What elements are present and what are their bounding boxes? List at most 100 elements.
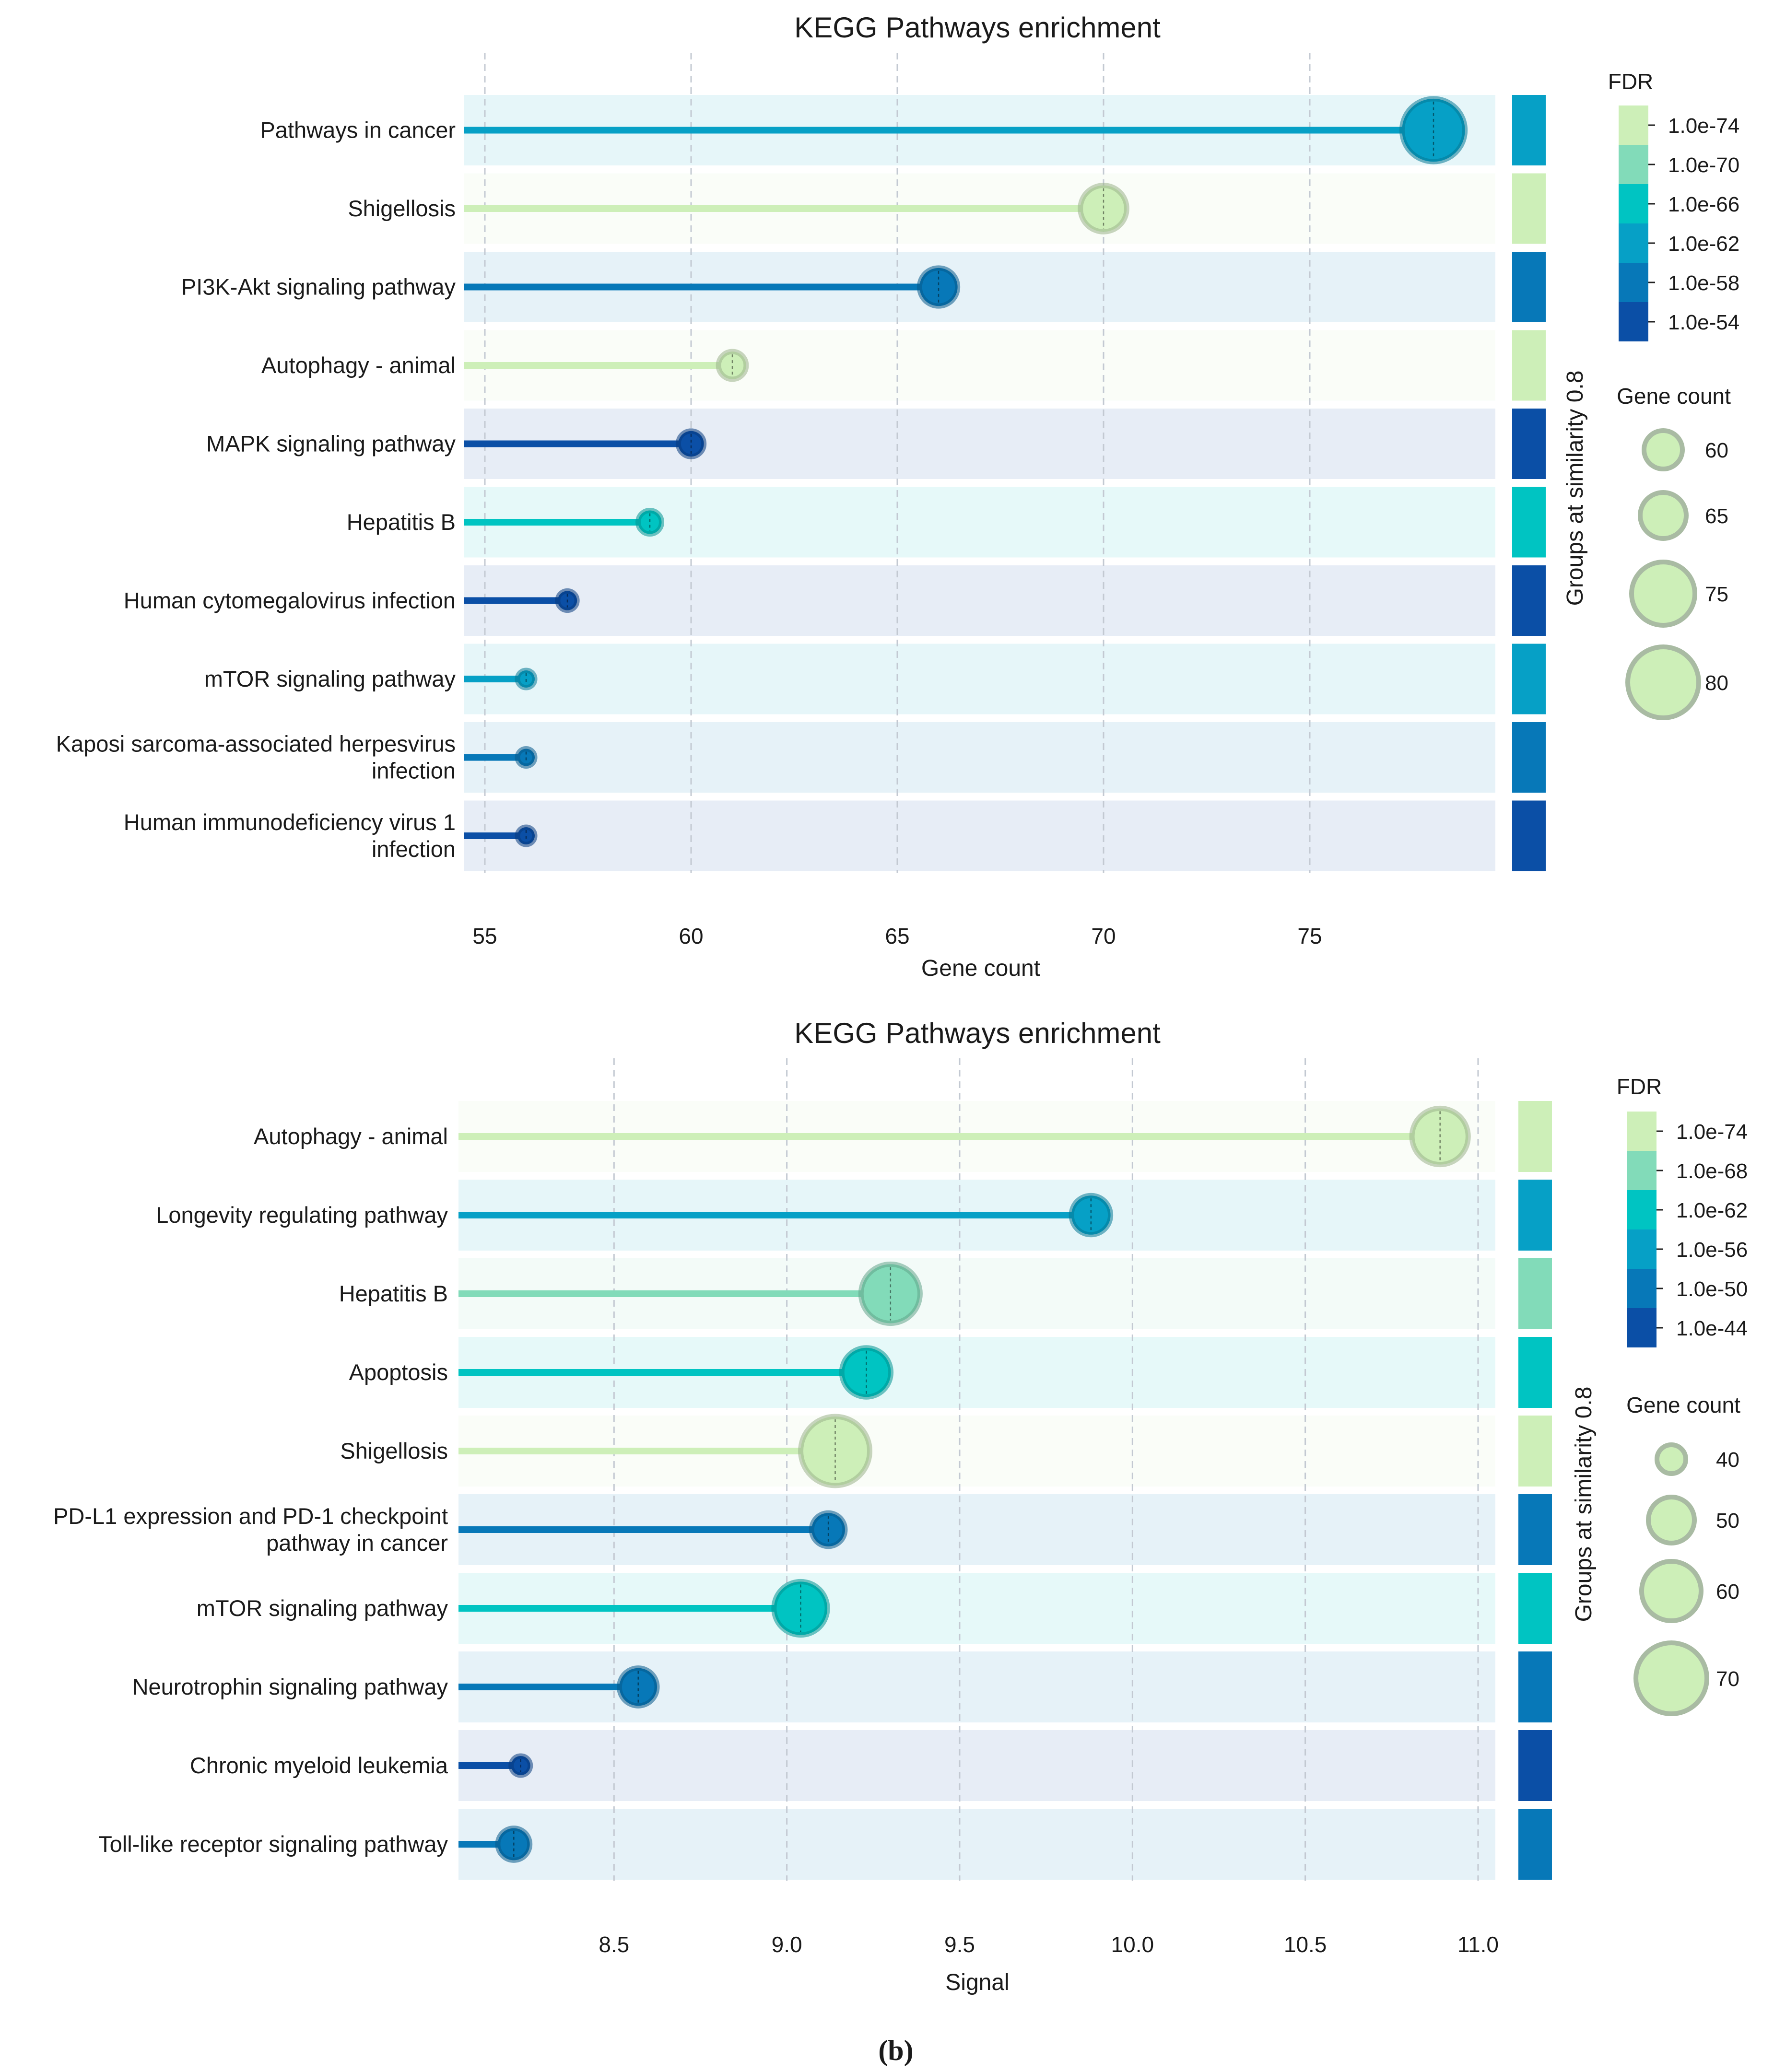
fdr-legend-label: 1.0e-66 bbox=[1668, 193, 1739, 216]
category-label-line: infection bbox=[372, 836, 456, 862]
group-color-cell bbox=[1518, 1180, 1552, 1251]
x-tick-label: 9.5 bbox=[944, 1932, 975, 1957]
group-color-cell bbox=[1518, 1730, 1552, 1801]
fdr-legend-title: FDR bbox=[1608, 69, 1654, 94]
gene-count-legend-label: 60 bbox=[1705, 439, 1728, 462]
category-label: Apoptosis bbox=[349, 1359, 448, 1385]
x-axis-title: Signal bbox=[945, 1970, 1009, 1995]
group-color-cell bbox=[1518, 1651, 1552, 1722]
fdr-legend-label: 1.0e-58 bbox=[1668, 271, 1739, 295]
gene-count-legend: 40 50 60 70 bbox=[1633, 1442, 1739, 1716]
lollipop-point bbox=[1399, 96, 1468, 164]
x-tick-label: 60 bbox=[679, 924, 703, 948]
fdr-legend-swatch bbox=[1619, 184, 1648, 223]
fdr-legend-label: 1.0e-62 bbox=[1676, 1199, 1748, 1222]
figure-caption: (b) bbox=[878, 2035, 913, 2066]
category-label-line: infection bbox=[372, 758, 456, 784]
lollipop-point bbox=[635, 508, 664, 537]
category-label: Neurotrophin signaling pathway bbox=[132, 1674, 448, 1699]
group-color-cell bbox=[1512, 487, 1546, 558]
row-band bbox=[464, 722, 1495, 793]
group-color-cell bbox=[1518, 1573, 1552, 1644]
group-color-cell bbox=[1512, 330, 1546, 401]
x-axis-ticks: 55 60 65 70 75 bbox=[472, 924, 1322, 948]
lollipop-point bbox=[839, 1345, 894, 1400]
category-label: Hepatitis B bbox=[339, 1281, 448, 1306]
gene-count-legend-circle bbox=[1638, 490, 1689, 541]
x-tick-label: 55 bbox=[472, 924, 497, 948]
chart-gene-count: KEGG Pathways enrichment Gene count Grou… bbox=[56, 12, 1740, 981]
gene-count-legend-circle bbox=[1629, 560, 1697, 628]
chart-title: KEGG Pathways enrichment bbox=[794, 12, 1161, 44]
category-label-line: PD-L1 expression and PD-1 checkpoint bbox=[53, 1503, 448, 1529]
gene-count-legend: 60 65 75 80 bbox=[1625, 428, 1728, 720]
fdr-legend-label: 1.0e-44 bbox=[1676, 1317, 1748, 1340]
category-label: mTOR signaling pathway bbox=[197, 1595, 448, 1621]
x-tick-label: 8.5 bbox=[599, 1932, 629, 1957]
category-label: Chronic myeloid leukemia bbox=[190, 1753, 448, 1778]
category-label: Toll-like receptor signaling pathway bbox=[98, 1831, 448, 1857]
gene-count-legend-label: 75 bbox=[1705, 583, 1728, 606]
group-color-cell bbox=[1512, 644, 1546, 714]
lollipops bbox=[458, 1105, 1471, 1863]
chart-signal: KEGG Pathways enrichment Signal Groups a… bbox=[53, 1017, 1748, 1995]
fdr-legend-label: 1.0e-74 bbox=[1676, 1120, 1748, 1144]
lollipops bbox=[464, 96, 1468, 847]
gene-count-legend-label: 40 bbox=[1716, 1448, 1739, 1472]
gene-count-legend-circle bbox=[1633, 1640, 1709, 1716]
category-label-line: pathway in cancer bbox=[266, 1530, 448, 1556]
group-color-cell bbox=[1518, 1101, 1552, 1172]
x-tick-label: 75 bbox=[1297, 924, 1322, 948]
grid-lines bbox=[484, 53, 1311, 873]
gene-count-legend-title: Gene count bbox=[1626, 1393, 1740, 1417]
category-label: Hepatitis B bbox=[347, 509, 456, 535]
group-color-cell bbox=[1518, 1416, 1552, 1487]
category-label: MAPK signaling pathway bbox=[206, 431, 456, 457]
lollipop-point bbox=[858, 1261, 923, 1326]
group-color-cell bbox=[1518, 1258, 1552, 1329]
gene-count-legend-label: 60 bbox=[1716, 1580, 1739, 1604]
row-band bbox=[464, 644, 1495, 714]
gene-count-legend-circle bbox=[1642, 428, 1685, 471]
category-label: Shigellosis bbox=[348, 196, 456, 221]
category-label-line: Human immunodeficiency virus 1 bbox=[124, 809, 456, 835]
fdr-legend-label: 1.0e-62 bbox=[1668, 232, 1739, 256]
lollipop-point bbox=[1078, 183, 1129, 234]
gene-count-legend-label: 70 bbox=[1716, 1667, 1739, 1691]
category-labels: Pathways in cancer Shigellosis PI3K-Akt si… bbox=[56, 117, 456, 862]
group-color-cell bbox=[1518, 1809, 1552, 1880]
category-label: Autophagy - animal bbox=[261, 352, 456, 378]
category-label: mTOR signaling pathway bbox=[204, 666, 456, 691]
fdr-legend-label: 1.0e-70 bbox=[1668, 153, 1739, 177]
gene-count-legend-circle bbox=[1639, 1559, 1704, 1623]
x-axis-title: Gene count bbox=[921, 956, 1040, 981]
category-label: Kaposi sarcoma-associated herpesvirus inf… bbox=[56, 731, 456, 784]
group-color-cell bbox=[1518, 1337, 1552, 1408]
groups-axis-label: Groups at similarity 0.8 bbox=[1571, 1387, 1597, 1622]
group-color-cell bbox=[1512, 409, 1546, 479]
lollipop-point bbox=[716, 349, 749, 382]
group-color-cell bbox=[1512, 722, 1546, 793]
group-color-cell bbox=[1512, 252, 1546, 322]
group-color-cell bbox=[1512, 173, 1546, 244]
fdr-legend-swatch bbox=[1619, 263, 1648, 302]
gene-count-legend-circle bbox=[1655, 1442, 1688, 1476]
x-tick-label: 70 bbox=[1091, 924, 1116, 948]
fdr-legend-swatch bbox=[1627, 1269, 1657, 1308]
fdr-legend-label: 1.0e-50 bbox=[1676, 1277, 1748, 1301]
category-labels: Autophagy - animal Longevity regulating p… bbox=[53, 1124, 448, 1857]
category-label: Longevity regulating pathway bbox=[156, 1202, 448, 1228]
fdr-legend-swatch bbox=[1619, 145, 1648, 184]
fdr-legend-label: 1.0e-54 bbox=[1668, 311, 1739, 334]
x-tick-label: 10.5 bbox=[1284, 1932, 1327, 1957]
gene-count-legend-label: 50 bbox=[1716, 1509, 1739, 1533]
fdr-legend-swatch bbox=[1619, 105, 1648, 145]
row-band bbox=[464, 565, 1495, 636]
row-band bbox=[458, 1730, 1495, 1801]
category-label: Pathways in cancer bbox=[260, 117, 456, 143]
category-label: Human cytomegalovirus infection bbox=[124, 588, 456, 613]
fdr-legend: 1.0e-74 1.0e-68 1.0e-62 1.0e-56 1.0e-50 1.0e-… bbox=[1627, 1112, 1748, 1347]
lollipop-point bbox=[1069, 1193, 1114, 1238]
gene-count-legend-title: Gene count bbox=[1617, 384, 1731, 409]
